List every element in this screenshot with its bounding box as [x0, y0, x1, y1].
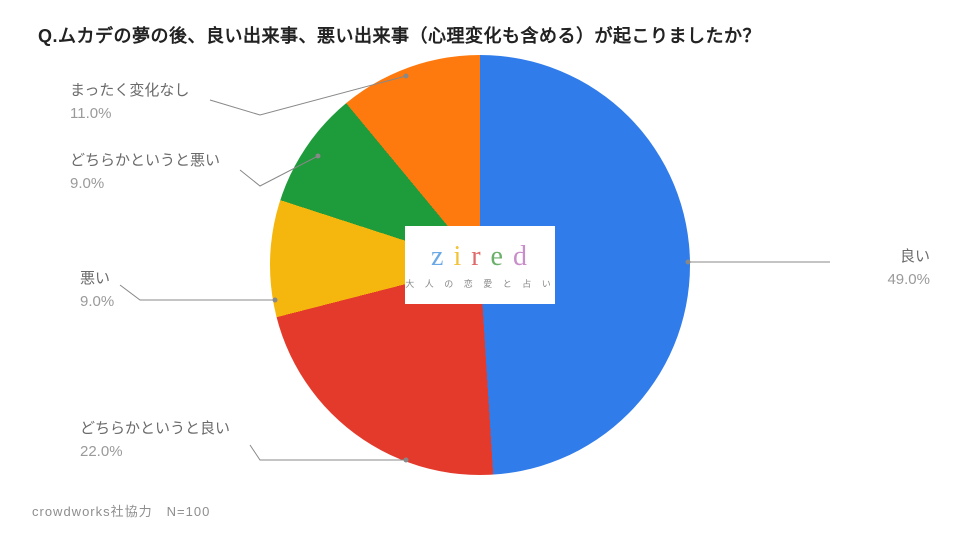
- slice-name: どちらかというと良い: [80, 418, 230, 439]
- slice-name: まったく変化なし: [70, 80, 189, 101]
- pie-chart: zired 大 人 の 恋 愛 と 占 い: [270, 55, 690, 475]
- chart-title: Q.ムカデの夢の後、良い出来事、悪い出来事（心理変化も含める）が起こりましたか？: [38, 22, 761, 48]
- slice-name: 悪い: [80, 268, 114, 289]
- logo-letter: i: [453, 241, 471, 273]
- slice-label-rather-bad: どちらかというと悪い 9.0%: [70, 150, 220, 194]
- logo-text: zired: [423, 241, 537, 273]
- slice-name: 良い: [830, 246, 930, 267]
- slice-label-good: 良い 49.0%: [830, 246, 930, 290]
- slice-pct: 9.0%: [70, 173, 220, 194]
- logo-letter: r: [471, 241, 490, 273]
- logo-subtitle: 大 人 の 恋 愛 と 占 い: [405, 277, 555, 290]
- logo-letter: e: [491, 241, 513, 273]
- slice-name: どちらかというと悪い: [70, 150, 220, 171]
- logo-letter: d: [513, 241, 537, 273]
- logo-letter: z: [431, 241, 453, 273]
- slice-pct: 49.0%: [830, 269, 930, 290]
- slice-pct: 11.0%: [70, 103, 189, 124]
- slice-label-no-change: まったく変化なし 11.0%: [70, 80, 189, 124]
- slice-label-bad: 悪い 9.0%: [80, 268, 114, 312]
- center-logo: zired 大 人 の 恋 愛 と 占 い: [405, 226, 555, 304]
- chart-footer: crowdworks社協力 N=100: [32, 501, 210, 520]
- slice-pct: 9.0%: [80, 291, 114, 312]
- chart-container: Q.ムカデの夢の後、良い出来事、悪い出来事（心理変化も含める）が起こりましたか？…: [0, 0, 960, 540]
- slice-pct: 22.0%: [80, 441, 230, 462]
- slice-label-rather-good: どちらかというと良い 22.0%: [80, 418, 230, 462]
